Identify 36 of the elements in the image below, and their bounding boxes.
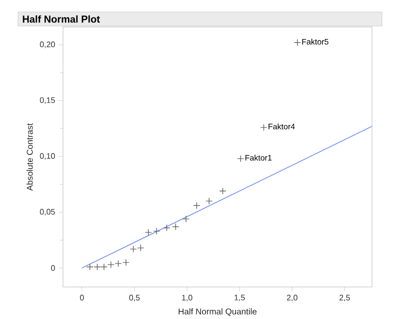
point xyxy=(260,124,268,131)
x-tick-label: 0,5 xyxy=(129,294,140,302)
point xyxy=(100,263,108,270)
point xyxy=(172,223,180,230)
point xyxy=(86,263,94,270)
y-tick-label: 0,10 xyxy=(40,152,55,160)
y-axis-title: Absolute Contrast xyxy=(26,123,33,191)
point xyxy=(114,260,122,267)
annotation: Faktor4 xyxy=(268,123,295,130)
point xyxy=(107,260,114,268)
x-axis-title: Half Normal Quantile xyxy=(178,308,257,316)
annotation: Faktor1 xyxy=(245,154,272,160)
point xyxy=(237,154,244,162)
y-tick-label: 0,20 xyxy=(40,41,55,48)
x-tick-label: 1,5 xyxy=(234,294,245,302)
x-tick-label: 2,0 xyxy=(286,294,298,302)
point xyxy=(94,263,101,270)
y-tick-label: 0 xyxy=(51,265,55,271)
point xyxy=(122,258,130,266)
y-tick-label: 0,15 xyxy=(40,97,55,104)
point xyxy=(130,245,137,252)
point xyxy=(153,227,160,235)
annotation: Faktor5 xyxy=(302,38,328,44)
y-tick-label: 0,05 xyxy=(40,208,55,216)
point xyxy=(294,38,301,46)
point xyxy=(137,244,144,252)
point xyxy=(163,224,170,232)
x-tick-label: 2,5 xyxy=(340,294,350,302)
chart-title: Half Normal Plot xyxy=(22,15,100,22)
x-tick-label: 1,0 xyxy=(182,294,192,302)
x-tick-label: 0 xyxy=(80,294,84,300)
point xyxy=(182,215,190,222)
point xyxy=(206,197,213,204)
point xyxy=(193,202,200,209)
point xyxy=(219,187,226,194)
point xyxy=(144,228,152,236)
